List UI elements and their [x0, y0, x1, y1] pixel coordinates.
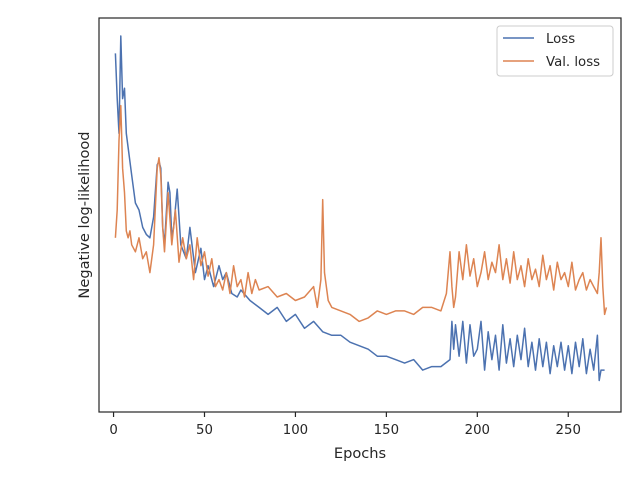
x-tick-label: 50 [196, 423, 213, 438]
x-tick-label: 250 [556, 423, 581, 438]
x-tick-label: 200 [465, 423, 490, 438]
y-axis-label: Negative log-likelihood [76, 131, 93, 298]
x-tick-label: 150 [374, 423, 399, 438]
legend-label-loss: Loss [546, 32, 575, 47]
legend: Loss Val. loss [496, 25, 614, 77]
x-tick-label: 100 [283, 423, 308, 438]
plot-area [99, 18, 621, 412]
series-layer [114, 35, 608, 382]
x-tick-label: 0 [109, 423, 117, 438]
x-axis-label: Epochs [334, 445, 386, 462]
legend-label-val-loss: Val. loss [546, 55, 600, 70]
plot-frame [98, 17, 622, 413]
x-axis: 0 50 100 150 200 250 [109, 412, 581, 438]
series-line-val-loss [114, 104, 608, 323]
